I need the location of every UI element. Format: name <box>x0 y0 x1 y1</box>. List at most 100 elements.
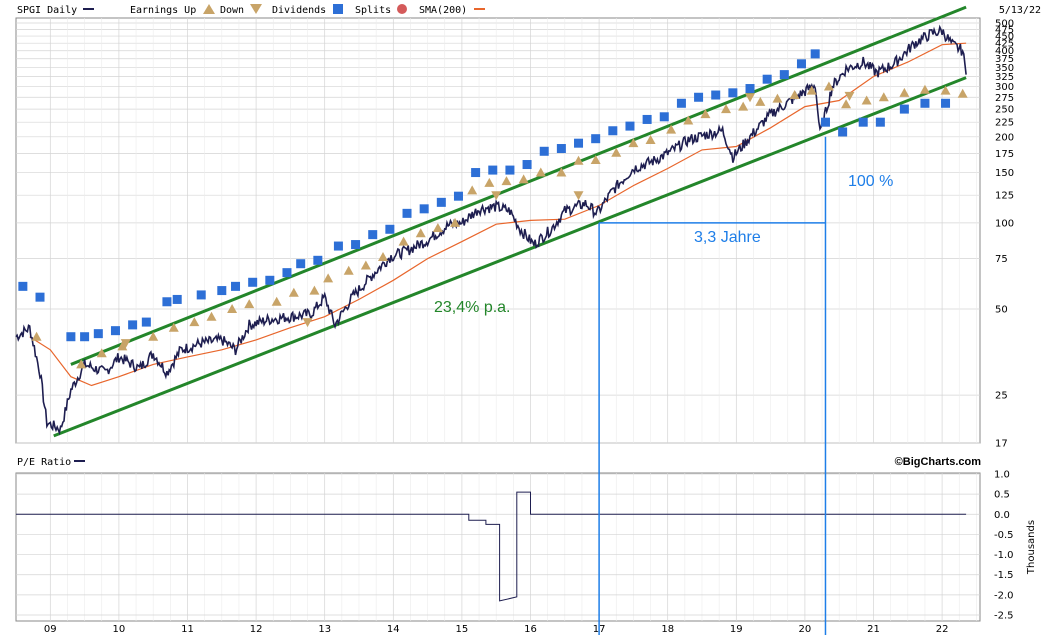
earnings-up-marker <box>666 124 677 134</box>
y-tick-label: 275 <box>995 93 1014 104</box>
price-line <box>15 24 967 436</box>
y-tick-label: 225 <box>995 118 1014 129</box>
x-tick-label: 10 <box>113 624 126 635</box>
x-tick-label: 20 <box>799 624 812 635</box>
pe-y-tick-label: 1.0 <box>994 470 1010 481</box>
earnings-up-marker <box>501 176 512 186</box>
earnings-up-marker <box>806 85 817 95</box>
dividend-marker <box>313 255 323 265</box>
x-tick-label: 18 <box>661 624 674 635</box>
dividend-marker <box>694 92 704 102</box>
dividend-marker <box>941 98 951 108</box>
earnings-up-marker <box>772 93 783 103</box>
earnings-up-marker <box>899 87 910 97</box>
dividend-marker <box>659 112 669 122</box>
dividend-marker <box>436 197 446 207</box>
earnings-down-marker <box>844 91 855 101</box>
earnings-up-marker <box>148 331 159 341</box>
earnings-up-marker <box>343 265 354 275</box>
y-tick-label: 500 <box>995 19 1014 30</box>
x-tick-label: 14 <box>387 624 400 635</box>
trend-line <box>70 5 967 366</box>
dividend-marker <box>574 138 584 148</box>
dividend-marker <box>66 332 76 342</box>
legend-sma: SMA(200) <box>419 5 467 16</box>
dividend-marker <box>471 168 481 178</box>
pe-y-tick-label: -1.0 <box>994 550 1014 561</box>
dividend-marker <box>728 88 738 98</box>
earnings-up-marker <box>683 115 694 125</box>
dividend-marker <box>762 74 772 84</box>
pe-y-axis-ticks: 1.0 0.5 0.0 -0.5 -1.0 -1.5 -2.0 -2.5 <box>994 470 1014 622</box>
legend-dividends: Dividends <box>272 5 326 16</box>
earnings-down-icon <box>250 4 262 14</box>
y-tick-label: 100 <box>995 218 1014 229</box>
chart-date: 5/13/22 <box>999 5 1041 16</box>
earnings-up-marker <box>628 138 639 148</box>
dividend-marker <box>385 224 395 234</box>
dividend-marker <box>93 329 103 339</box>
dividend-marker <box>231 281 241 291</box>
dividend-marker <box>488 165 498 175</box>
split-icon <box>397 4 407 14</box>
dividend-marker <box>539 146 549 156</box>
dividend-marker <box>858 117 868 127</box>
earnings-down-marker <box>573 191 584 201</box>
x-tick-label: 13 <box>318 624 331 635</box>
x-tick-label: 09 <box>44 624 57 635</box>
earnings-up-marker <box>700 109 711 119</box>
y-tick-label: 125 <box>995 191 1014 202</box>
earnings-up-marker <box>189 317 200 327</box>
pe-y-tick-label: -2.5 <box>994 611 1014 622</box>
earnings-down-marker <box>120 339 131 349</box>
rate-annotation: 23,4% p.a. <box>434 299 511 316</box>
sma-200-line <box>29 42 967 387</box>
y-tick-label: 300 <box>995 82 1014 93</box>
pe-y-tick-label: 0.0 <box>994 510 1010 521</box>
y-tick-label: 150 <box>995 168 1014 179</box>
earnings-up-marker <box>227 304 238 314</box>
earnings-up-marker <box>31 331 42 341</box>
dividend-marker <box>642 114 652 124</box>
dividend-marker <box>128 320 138 330</box>
y-tick-label: 325 <box>995 72 1014 83</box>
earnings-up-marker <box>76 359 87 369</box>
x-tick-label: 21 <box>867 624 880 635</box>
dividend-marker <box>453 191 463 201</box>
dividend-marker <box>810 49 820 59</box>
y-tick-label: 200 <box>995 132 1014 143</box>
y-tick-label: 350 <box>995 63 1014 74</box>
pe-y-tick-label: -0.5 <box>994 530 1014 541</box>
dividend-marker <box>505 165 515 175</box>
y-tick-label: 450 <box>995 32 1014 43</box>
dividend-marker <box>18 281 28 291</box>
earnings-up-marker <box>556 167 567 177</box>
x-tick-label: 15 <box>456 624 469 635</box>
dividend-marker <box>35 292 45 302</box>
pe-y-tick-label: 0.5 <box>994 490 1010 501</box>
dividend-marker <box>522 160 532 170</box>
earnings-up-marker <box>755 96 766 106</box>
earnings-up-marker <box>738 101 749 111</box>
earnings-up-marker <box>168 322 179 332</box>
dividend-marker <box>838 127 848 137</box>
pe-y-tick-label: -1.5 <box>994 570 1014 581</box>
earnings-up-marker <box>590 154 601 164</box>
earnings-up-marker <box>271 296 282 306</box>
earnings-up-marker <box>206 311 217 321</box>
y-tick-label: 425 <box>995 39 1014 50</box>
pe-ratio-line <box>16 491 967 602</box>
legend-pe: P/E Ratio <box>17 457 71 468</box>
dividend-marker <box>591 134 601 144</box>
dividend-marker <box>248 277 258 287</box>
dividend-marker <box>265 275 275 285</box>
y-tick-label: 250 <box>995 105 1014 116</box>
earnings-up-marker <box>117 341 128 351</box>
gain-annotation: 100 % <box>848 173 893 190</box>
y-axis-ticks: 17 25 50 75 100 125 150 175 200 225 25027530032535… <box>995 19 1014 450</box>
y-tick-label: 475 <box>995 25 1014 36</box>
dividend-marker <box>419 204 429 214</box>
y-tick-label: 175 <box>995 149 1014 160</box>
dividend-marker <box>676 98 686 108</box>
